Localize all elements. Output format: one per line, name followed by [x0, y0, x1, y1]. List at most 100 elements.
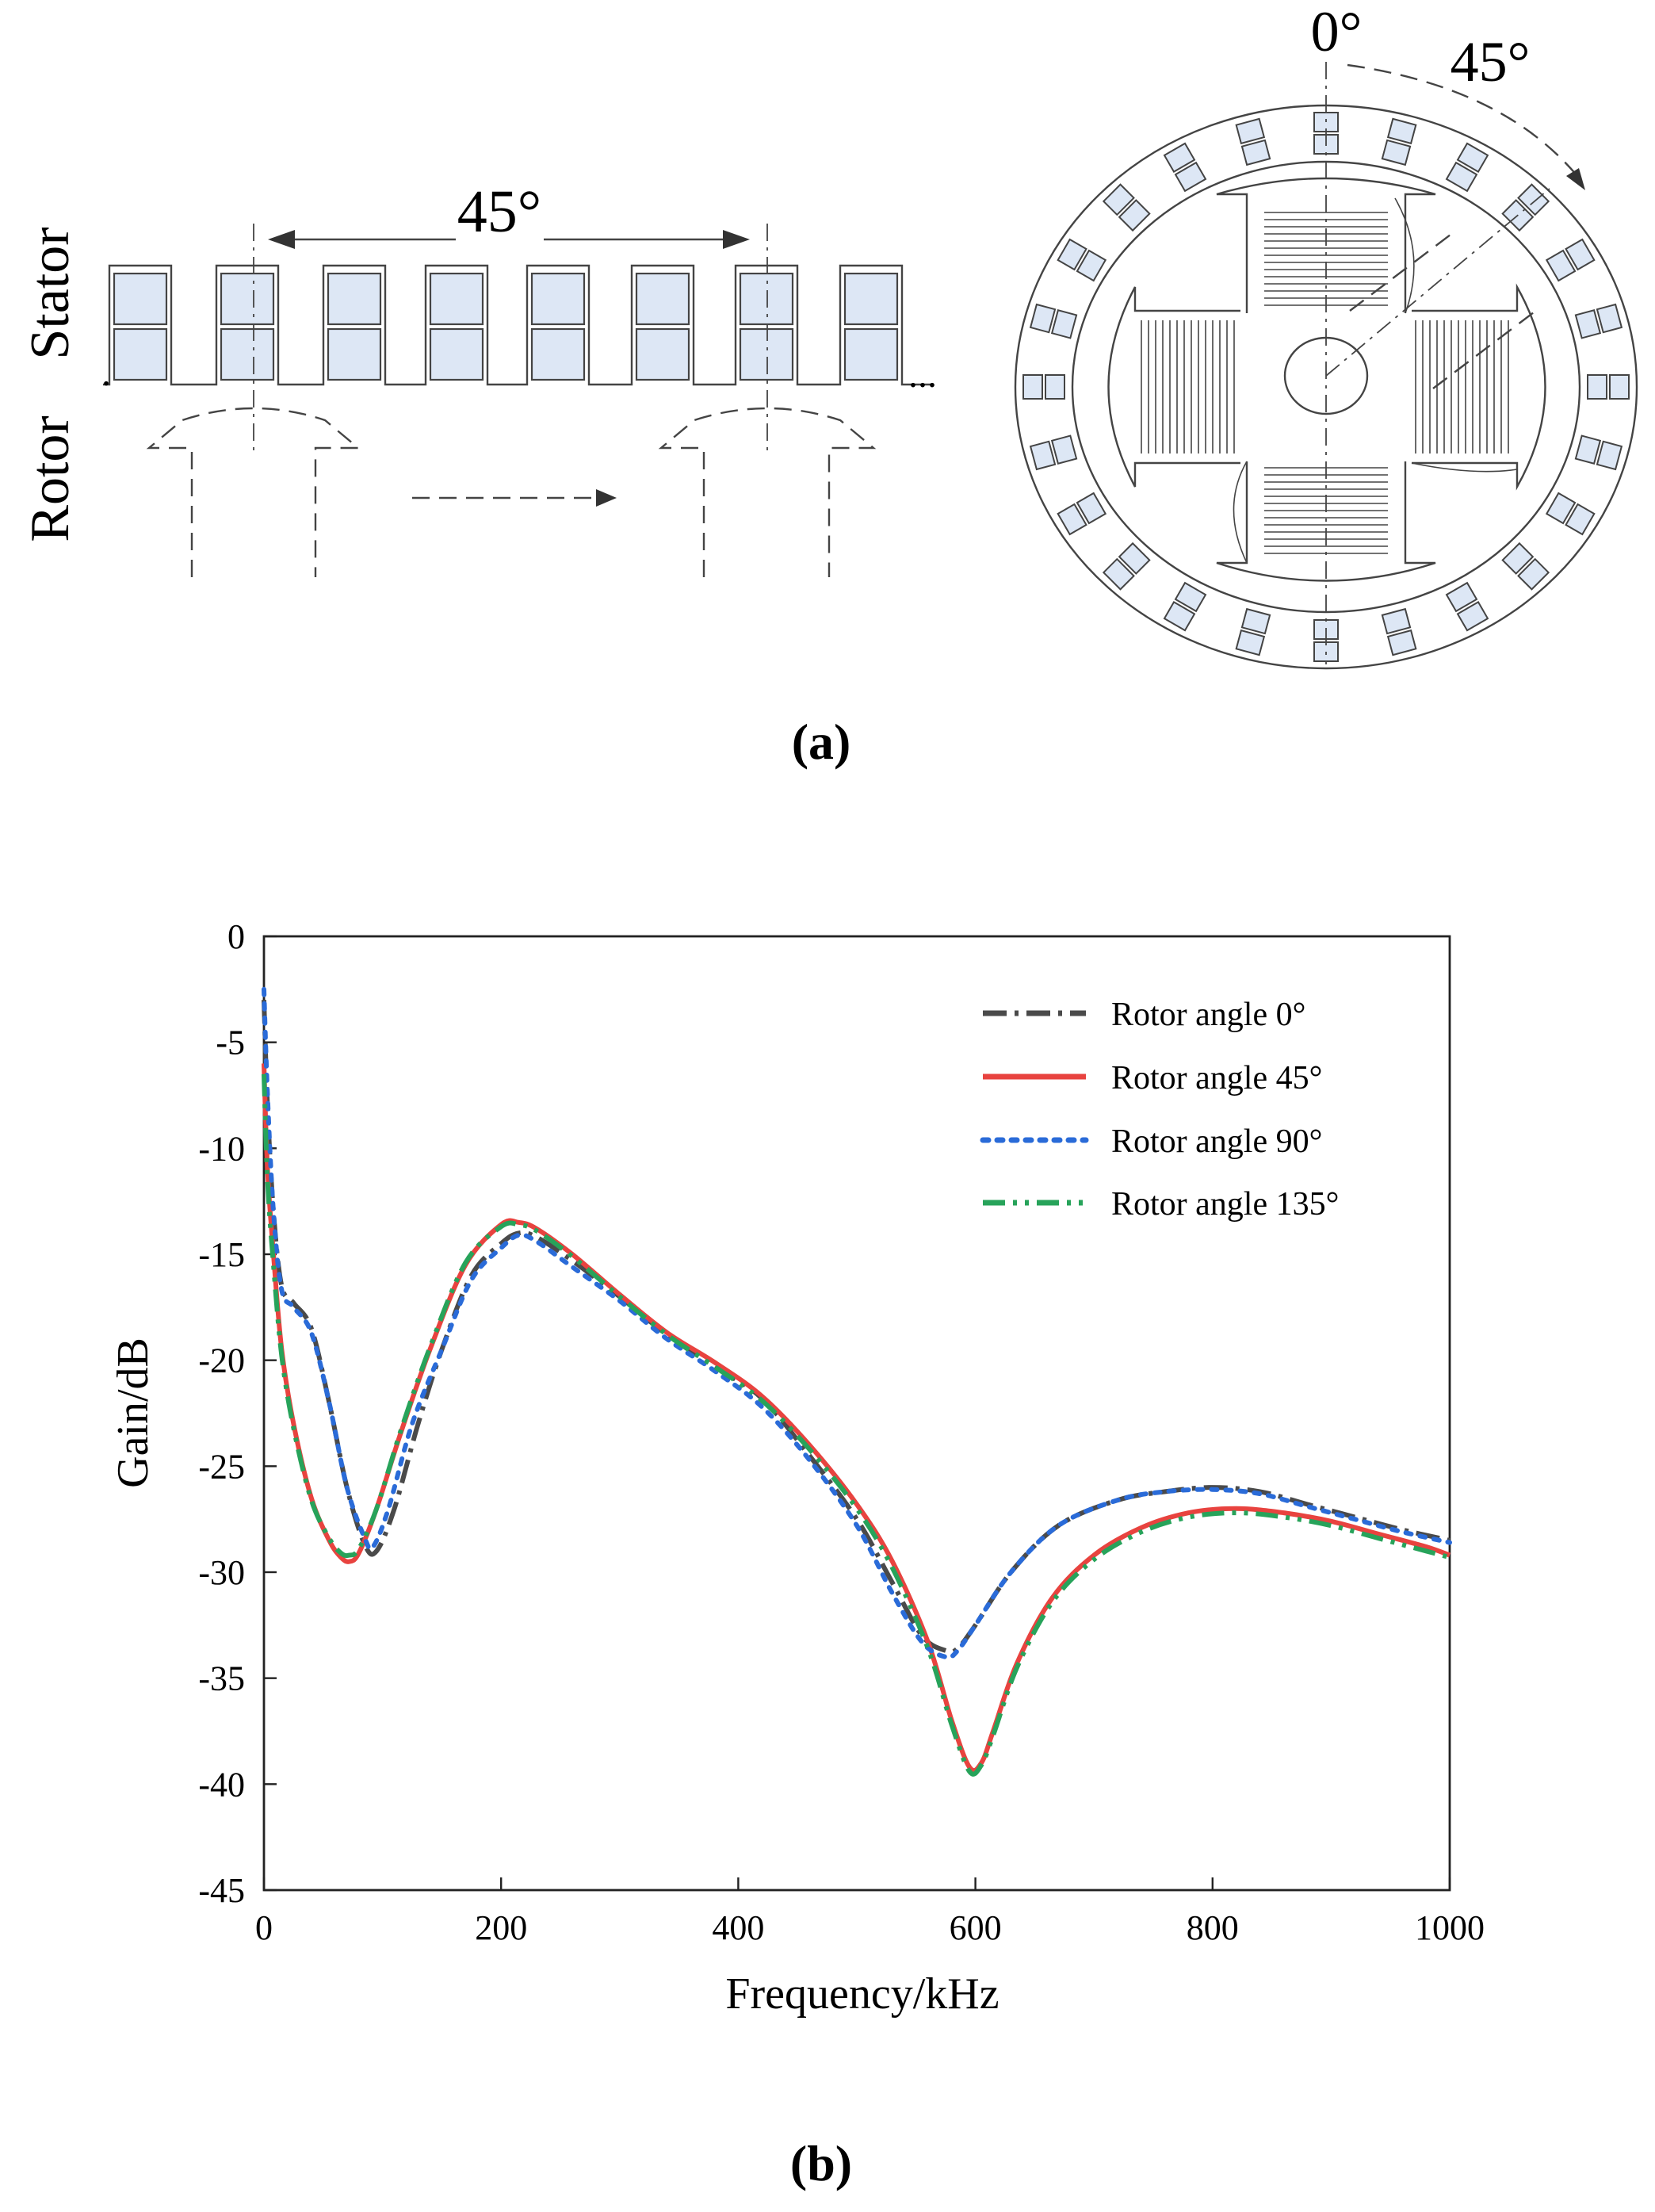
x-tick-label: 400 [712, 1908, 764, 1947]
x-tick-label: 800 [1187, 1908, 1239, 1947]
y-tick-label: -35 [198, 1659, 245, 1698]
ring-slot-cell-b [1174, 581, 1207, 613]
rotor-core-curve-1 [1394, 197, 1415, 314]
stator-slot-lower-4 [530, 327, 586, 381]
legend-label-1: Rotor angle 45° [1111, 1060, 1322, 1096]
stator-dots-left: . [101, 352, 111, 394]
stator-slot-upper-0 [113, 272, 168, 326]
ring-slot-cell-a [1057, 503, 1087, 536]
ring-slot-cell-b [1545, 249, 1577, 282]
stator-ring-slots [1022, 112, 1630, 662]
ring-slot-cell-a [1596, 303, 1623, 334]
stator-slot-upper-1 [220, 272, 275, 326]
angle-arc [1347, 63, 1582, 182]
ring-slot-cell-a [1102, 183, 1135, 216]
ring-slot-cell-b [1076, 492, 1107, 525]
ring-slot-5 [1574, 303, 1623, 339]
ring-slot-cell-a [1029, 303, 1057, 334]
ring-slot-cell-a [1102, 557, 1135, 591]
legend: Rotor angle 0° Rotor angle 45° Rotor ang… [980, 997, 1339, 1223]
stator-slot-upper-6 [739, 272, 794, 326]
stator-slot-lower-7 [843, 327, 899, 381]
axis-45deg [1325, 188, 1550, 377]
ring-slot-cell-b [1574, 309, 1602, 339]
caption-b: (b) [790, 2135, 852, 2191]
y-tick-label: -45 [198, 1871, 245, 1910]
series-layer [262, 986, 1452, 1777]
x-tick-label: 600 [950, 1908, 1002, 1947]
axis-tick-labels: 0 200 400 600 800 1000 0 -5 -10 -15 -20 -25 -30 -35 -4… [198, 917, 1485, 1947]
y-tick-label: -15 [198, 1235, 245, 1274]
ring-slot-cell-a [1022, 374, 1043, 400]
series-line-1 [262, 1063, 1451, 1774]
ring-slot-cell-a [1235, 117, 1266, 145]
ring-slot-cell-b [1381, 607, 1412, 635]
ring-slot-22 [1163, 142, 1207, 193]
y-tick-label: -20 [198, 1341, 245, 1380]
ring-slot-cell-b [1574, 434, 1602, 465]
ring-slot-cell-a [1565, 238, 1596, 271]
ring-slot-cell-a [1057, 238, 1087, 271]
ring-slot-cell-b [1076, 249, 1107, 282]
ring-slot-cell-a [1565, 503, 1596, 536]
stator-slots [103, 264, 934, 386]
ring-slot-13 [1235, 607, 1271, 656]
ring-slot-11 [1381, 607, 1417, 656]
ring-slot-cell-b [1240, 607, 1271, 635]
stator-teeth-outline [103, 264, 934, 386]
y-tick-label: 0 [227, 917, 245, 956]
span-arrowhead-right [723, 230, 750, 249]
x-tick-label: 1000 [1415, 1908, 1485, 1947]
caption-a: (a) [792, 714, 851, 770]
ring-slot-cell-b [1240, 139, 1271, 166]
ring-slot-cell-a [1029, 440, 1057, 471]
ring-slot-18 [1022, 374, 1065, 400]
legend-label-0: Rotor angle 0° [1111, 997, 1305, 1033]
ring-slot-cell-a [1235, 629, 1266, 656]
ring-slot-cell-a [1386, 117, 1417, 145]
ring-slot-cell-b [1501, 542, 1535, 575]
rotor-pole-right [1412, 283, 1546, 491]
ring-slot-7 [1574, 434, 1623, 471]
stator-slot-lower-0 [113, 327, 168, 381]
ring-slot-cell-b [1545, 492, 1577, 525]
pole-edge-dash-1 [1349, 234, 1451, 312]
ring-slot-21 [1102, 183, 1151, 232]
stator-slot-upper-2 [327, 272, 382, 326]
ring-slot-cell-b [1118, 199, 1151, 232]
ring-slot-cell-a [1386, 629, 1417, 656]
ring-slot-14 [1163, 581, 1207, 632]
legend-label-3: Rotor angle 135° [1111, 1186, 1339, 1223]
ring-slot-cell-a [1456, 600, 1489, 632]
ring-slot-10 [1445, 581, 1489, 632]
ring-slot-19 [1029, 303, 1078, 339]
ring-slot-cell-b [1050, 309, 1078, 339]
ring-slot-23 [1235, 117, 1271, 166]
ring-slot-16 [1057, 492, 1107, 536]
ring-slot-6 [1587, 374, 1630, 400]
ring-slot-cell-a [1163, 142, 1196, 174]
plot-frame [262, 935, 1451, 1892]
rotor-pole-left [146, 407, 361, 577]
ring-slot-cell-b [1118, 542, 1151, 575]
stator-dots-right: ... [908, 354, 937, 396]
ring-slot-cell-b [1045, 374, 1065, 400]
ring-slot-cell-b [1174, 161, 1207, 193]
ring-slot-15 [1102, 542, 1151, 591]
y-tick-label: -5 [216, 1024, 245, 1062]
ring-slot-cell-a [1456, 142, 1489, 174]
stator-label: Stator [20, 227, 81, 359]
ring-slot-cell-a [1596, 440, 1623, 471]
rotor-pole-right [658, 407, 877, 577]
rotor-motion-arrowhead [596, 489, 617, 507]
linear-stator-rotor-diagram: Stator Rotor . ... 45° [20, 178, 937, 577]
stator-slot-lower-6 [739, 327, 794, 381]
x-tick-label: 200 [475, 1908, 527, 1947]
ring-slot-cell-b [1445, 161, 1478, 193]
ring-slot-4 [1545, 238, 1596, 282]
rotor-label: Rotor [20, 415, 81, 542]
ring-slot-cell-b [1445, 581, 1478, 613]
linear-angle-label: 45° [457, 178, 541, 245]
cross-angle-45-label: 45° [1451, 30, 1531, 94]
cross-section-diagram: 0° 45° [1014, 0, 1638, 670]
